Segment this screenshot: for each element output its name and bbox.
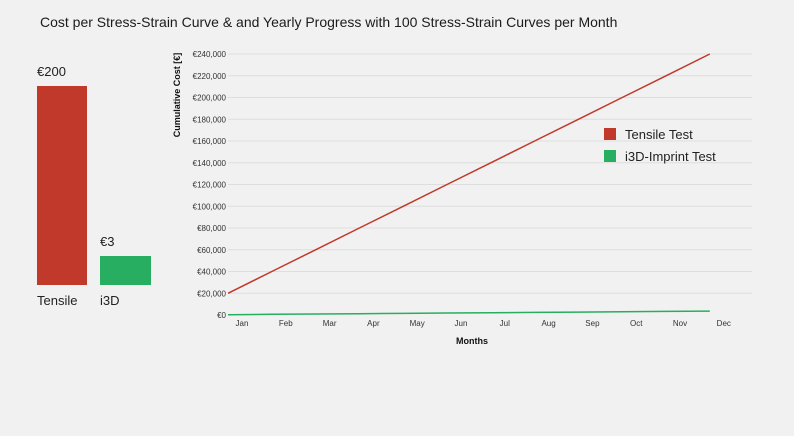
y-tick-label: €100,000 (193, 202, 227, 211)
x-tick-label: Jul (500, 319, 510, 328)
bar-category-label-i3d: i3D (100, 293, 120, 308)
x-tick-label: Dec (717, 319, 731, 328)
y-tick-label: €40,000 (197, 268, 226, 277)
x-tick-label: Jun (455, 319, 468, 328)
x-tick-label: Jan (236, 319, 249, 328)
cost-per-curve-bar-chart: €200 Tensile €3 i3D (0, 0, 170, 330)
legend-label-tensile-test: Tensile Test (625, 127, 693, 142)
bar-value-label-tensile: €200 (37, 64, 66, 79)
x-tick-label: May (410, 319, 425, 328)
x-tick-label: Oct (630, 319, 643, 328)
y-axis-title: Cumulative Cost [€] (172, 53, 182, 138)
y-tick-label: €240,000 (193, 50, 227, 59)
bar-value-label-i3d: €3 (100, 234, 115, 249)
x-tick-label: Aug (541, 319, 555, 328)
bar-i3d (100, 256, 151, 285)
y-tick-label: €140,000 (193, 159, 227, 168)
y-tick-label: €60,000 (197, 246, 226, 255)
x-axis-title: Months (456, 336, 488, 346)
chart-title: Cost per Stress-Strain Curve & and Yearl… (40, 14, 618, 30)
series-line-tensile-test (227, 53, 711, 294)
y-tick-label: €200,000 (193, 94, 227, 103)
y-tick-label: €80,000 (197, 224, 226, 233)
y-tick-label: €120,000 (193, 181, 227, 190)
bar-tensile (37, 86, 87, 285)
x-tick-label: Sep (585, 319, 600, 328)
x-tick-label: Nov (673, 319, 687, 328)
y-tick-label: €160,000 (193, 137, 227, 146)
legend-label-i3d-imprint-test: i3D-Imprint Test (625, 149, 716, 164)
y-tick-label: €0 (217, 311, 226, 320)
x-tick-label: Mar (323, 319, 337, 328)
legend-swatch-tensile-test (604, 128, 616, 140)
x-tick-label: Apr (367, 319, 380, 328)
y-tick-label: €180,000 (193, 115, 227, 124)
legend-swatch-i3d-imprint-test (604, 150, 616, 162)
bar-category-label-tensile: Tensile (37, 293, 78, 308)
y-tick-label: €220,000 (193, 72, 227, 81)
series-line-i3d-imprint-test (227, 310, 710, 316)
x-tick-label: Feb (279, 319, 293, 328)
y-tick-label: €20,000 (197, 289, 226, 298)
